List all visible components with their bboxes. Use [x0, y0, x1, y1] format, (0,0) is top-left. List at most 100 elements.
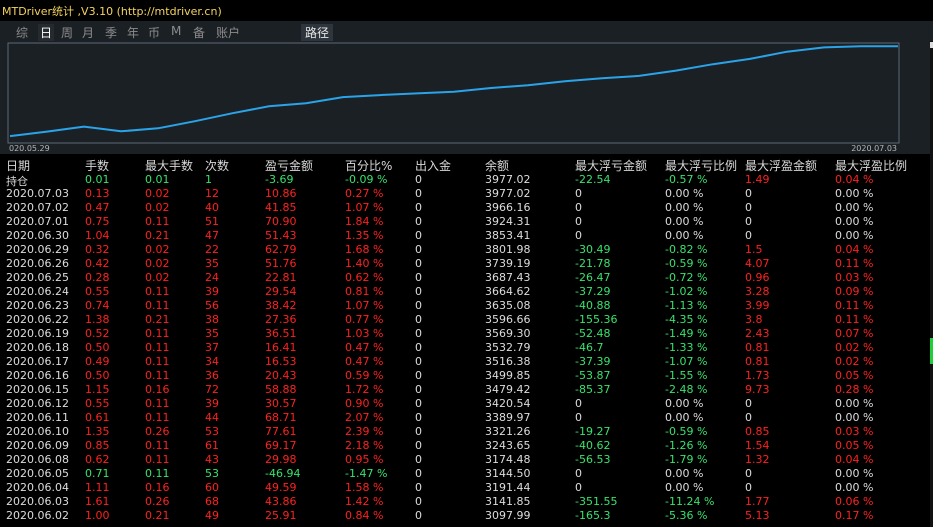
cell-io: 0	[415, 481, 422, 494]
table-row[interactable]: 2020.07.01 0.75 0.11 51 70.90 1.84 % 0 3924.31 0…	[0, 215, 933, 229]
table-row[interactable]: 2020.06.29 0.32 0.02 22 62.79 1.68 % 0 3801.98 -…	[0, 243, 933, 257]
cell-io: 0	[415, 467, 422, 480]
cell-date: 2020.06.23	[6, 299, 69, 312]
cell-mfp: 1.32	[745, 453, 770, 466]
tab-quarter-tab[interactable]: 季	[105, 26, 118, 40]
cell-bal: 3569.30	[485, 327, 531, 340]
column-header[interactable]: 最大浮亏金额	[575, 159, 648, 173]
table-row[interactable]: 2020.06.23 0.74 0.11 56 38.42 1.07 % 0 3635.08 -…	[0, 299, 933, 313]
cell-pnl: 29.98	[265, 453, 297, 466]
cell-io: 0	[415, 495, 422, 508]
column-header[interactable]: 最大浮盈金额	[745, 159, 818, 173]
cell-mflp: -1.79 %	[665, 453, 708, 466]
cell-lots: 0.85	[85, 439, 110, 452]
table-row[interactable]: 2020.06.03 1.61 0.26 68 43.86 1.42 % 0 3141.85 -…	[0, 495, 933, 509]
scrollbar-thumb[interactable]	[930, 338, 933, 364]
cell-max_lots: 0.11	[145, 355, 170, 368]
cell-max_lots: 0.11	[145, 467, 170, 480]
cell-lots: 0.13	[85, 187, 110, 200]
column-header[interactable]: 次数	[205, 159, 230, 173]
column-header[interactable]: 百分比%	[345, 159, 393, 173]
cell-mfpp: 0.02 %	[835, 355, 874, 368]
column-header[interactable]: 盈亏金额	[265, 159, 314, 173]
table-row[interactable]: 2020.06.10 1.35 0.26 53 77.61 2.39 % 0 3321.26 -…	[0, 425, 933, 439]
table-row[interactable]: 2020.06.30 1.04 0.21 47 51.43 1.35 % 0 3853.41 0…	[0, 229, 933, 243]
table-row[interactable]: 2020.07.03 0.13 0.02 12 10.86 0.27 % 0 3977.02 0…	[0, 187, 933, 201]
column-header[interactable]: 最大浮亏比例	[665, 159, 738, 173]
cell-mfl: 0	[575, 411, 582, 424]
cell-io: 0	[415, 187, 422, 200]
tab-week-tab[interactable]: 周	[61, 26, 74, 40]
table-row[interactable]: 2020.06.02 1.00 0.21 49 25.91 0.84 % 0 3097.99 -…	[0, 509, 933, 523]
table-row[interactable]: 2020.06.12 0.55 0.11 39 30.57 0.90 % 0 3420.54 0…	[0, 397, 933, 411]
cell-pnl: 29.54	[265, 285, 297, 298]
cell-mfpp: 0.03 %	[835, 271, 874, 284]
tab-summary-tab[interactable]: 综	[16, 26, 29, 40]
cell-bal: 3516.38	[485, 355, 531, 368]
table-row[interactable]: 2020.06.04 1.11 0.16 60 49.59 1.58 % 0 3191.44 0…	[0, 481, 933, 495]
tab-month-tab[interactable]: 月	[82, 26, 95, 40]
table-row[interactable]: 2020.06.11 0.61 0.11 44 68.71 2.07 % 0 3389.97 0…	[0, 411, 933, 425]
table-row[interactable]: 2020.06.24 0.55 0.11 39 29.54 0.81 % 0 3664.62 -…	[0, 285, 933, 299]
table-row[interactable]: 2020.06.09 0.85 0.11 61 69.17 2.18 % 0 3243.65 -…	[0, 439, 933, 453]
table-row[interactable]: 2020.07.02 0.47 0.02 40 41.85 1.07 % 0 3966.16 0…	[0, 201, 933, 215]
scrollbar[interactable]	[930, 41, 933, 527]
cell-mflp: 0.00 %	[665, 229, 704, 242]
cell-mflp: -1.13 %	[665, 299, 708, 312]
column-header[interactable]: 手数	[85, 159, 110, 173]
cell-count: 39	[205, 397, 219, 410]
cell-io: 0	[415, 313, 422, 326]
cell-mfpp: 0.00 %	[835, 467, 874, 480]
cell-count: 68	[205, 495, 219, 508]
cell-bal: 3321.26	[485, 425, 531, 438]
column-header[interactable]: 最大手数	[145, 159, 194, 173]
cell-mflp: -0.57 %	[665, 173, 708, 186]
table-row[interactable]: 2020.06.08 0.62 0.11 43 29.98 0.95 % 0 3174.48 -…	[0, 453, 933, 467]
cell-mfl: 0	[575, 481, 582, 494]
cell-date: 持仓	[6, 175, 28, 188]
tab-day-tab[interactable]: 日	[38, 24, 55, 41]
table-row[interactable]: 2020.06.05 0.71 0.11 53 -46.94 -1.47 % 0 3144.5…	[0, 467, 933, 481]
cell-mfp: 3.28	[745, 285, 770, 298]
cell-max_lots: 0.21	[145, 509, 170, 522]
table-row[interactable]: 2020.06.17 0.49 0.11 34 16.53 0.47 % 0 3516.38 -…	[0, 355, 933, 369]
cell-pct: 0.84 %	[345, 509, 384, 522]
cell-count: 36	[205, 369, 219, 382]
cell-mflp: -11.24 %	[665, 495, 715, 508]
table-row[interactable]: 2020.06.18 0.50 0.11 37 16.41 0.47 % 0 3532.79 -…	[0, 341, 933, 355]
cell-io: 0	[415, 425, 422, 438]
tab-account-tab[interactable]: 账户	[216, 26, 241, 40]
path-tab[interactable]: 路径	[301, 24, 334, 41]
table-row[interactable]: 2020.06.19 0.52 0.11 35 36.51 1.03 % 0 3569.30 -…	[0, 327, 933, 341]
cell-mfp: 0.81	[745, 341, 770, 354]
cell-max_lots: 0.02	[145, 257, 170, 270]
table-row[interactable]: 2020.06.25 0.28 0.02 24 22.81 0.62 % 0 3687.43 -…	[0, 271, 933, 285]
cell-pct: 1.72 %	[345, 383, 384, 396]
column-header[interactable]: 最大浮盈比例	[835, 159, 908, 173]
tab-year-tab[interactable]: 年	[127, 26, 140, 40]
cell-bal: 3420.54	[485, 397, 531, 410]
table-row[interactable]: 2020.06.16 0.50 0.11 36 20.43 0.59 % 0 3499.85 -…	[0, 369, 933, 383]
table-row[interactable]: 2020.06.15 1.15 0.16 72 58.88 1.72 % 0 3479.42 -…	[0, 383, 933, 397]
cell-io: 0	[415, 509, 422, 522]
cell-count: 61	[205, 439, 219, 452]
table-row[interactable]: 2020.06.26 0.42 0.02 35 51.76 1.40 % 0 3739.19 -…	[0, 257, 933, 271]
column-header[interactable]: 日期	[6, 159, 31, 173]
tab-backup-tab[interactable]: 备	[193, 26, 206, 40]
cell-mflp: -1.02 %	[665, 285, 708, 298]
cell-io: 0	[415, 243, 422, 256]
cell-max_lots: 0.16	[145, 383, 170, 396]
tab-currency-tab[interactable]: 币	[148, 26, 161, 40]
cell-count: 53	[205, 425, 219, 438]
cell-mfl: -37.29	[575, 285, 611, 298]
cell-bal: 3389.97	[485, 411, 531, 424]
cell-date: 2020.06.19	[6, 327, 69, 340]
column-header[interactable]: 余额	[485, 159, 510, 173]
table-row[interactable]: 2020.06.22 1.38 0.21 38 27.36 0.77 % 0 3596.66 -…	[0, 313, 933, 327]
column-header[interactable]: 出入金	[415, 159, 452, 173]
table-row[interactable]: 持仓 0.01 0.01 1 -3.69 -0.09 % 0 3977.02 -22.54 -0.…	[0, 173, 933, 188]
cell-mflp: -0.59 %	[665, 425, 708, 438]
cell-lots: 1.04	[85, 229, 110, 242]
tab-m-tab[interactable]: M	[171, 24, 182, 38]
cell-mfpp: 0.02 %	[835, 341, 874, 354]
